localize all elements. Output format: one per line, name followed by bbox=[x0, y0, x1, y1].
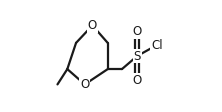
Text: O: O bbox=[80, 78, 89, 91]
Text: O: O bbox=[88, 19, 97, 32]
Text: Cl: Cl bbox=[151, 39, 163, 52]
Text: S: S bbox=[133, 50, 141, 62]
Text: O: O bbox=[133, 74, 142, 87]
Text: O: O bbox=[133, 25, 142, 38]
